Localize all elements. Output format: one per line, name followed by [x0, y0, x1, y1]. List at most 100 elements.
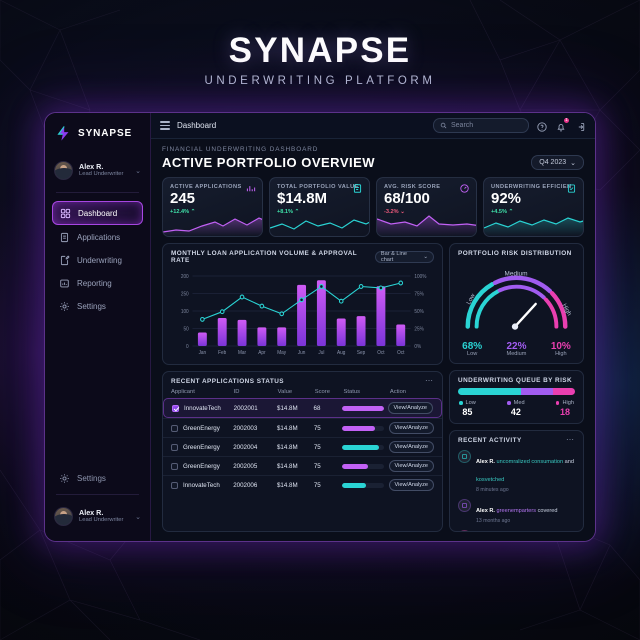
gauge-stat-low: 68% Low [462, 341, 482, 357]
recent-applications-table-card: RECENT APPLICATIONS STATUS ⋯ Applicant I… [162, 371, 443, 532]
queue-title: UNDERWRITING QUEUE BY RISK [458, 377, 573, 384]
left-column: MONTHLY LOAN APPLICATION VOLUME & APPROV… [162, 243, 443, 532]
cell-value: $14.8M [276, 481, 298, 489]
hero-title: SYNAPSE [228, 31, 412, 70]
activity-text: Alex R. uncomralized consumation and kos… [476, 459, 574, 483]
kpi-card-active-applications[interactable]: ACTIVE APPLICATIONS 245 +12.4% ⌃ [162, 177, 263, 237]
gauge-title: PORTFOLIO RISK DISTRIBUTION [458, 250, 572, 257]
svg-text:50: 50 [183, 326, 189, 332]
table-column-headers: Applicant ID Value Score Status Action [163, 387, 442, 398]
ellipsis-icon[interactable]: ⋯ [425, 376, 434, 386]
sidebar-item-settings-bottom[interactable]: Settings [52, 467, 143, 489]
column-header-score: Score [314, 389, 330, 395]
cell-action: View/Analyze [388, 479, 434, 491]
activity-time: 13 months ago [476, 518, 511, 524]
sidebar: SYNAPSE Alex R. Lead Underwriter ⌄ Dashb… [45, 113, 151, 541]
kpi-card-total-portfolio-value[interactable]: TOTAL PORTFOLIO VALUE $14.8M +8.1% ⌃ [269, 177, 370, 237]
chart-box-icon [60, 279, 69, 287]
sidebar-profile-bottom[interactable]: Alex R. Lead Underwriter ⌄ [45, 500, 150, 533]
sidebar-item-label: Applications [77, 232, 121, 242]
page-kicker: FINANCIAL UNDERWRITING DASHBOARD [162, 146, 319, 153]
page-title: ACTIVE PORTFOLIO OVERVIEW [162, 155, 376, 170]
sidebar-item-underwriting[interactable]: Underwriting [52, 249, 143, 271]
applicant-name: InnovateTech [183, 481, 220, 489]
kpi-delta: -3.2% ⌄ [384, 208, 405, 215]
applicant-name: GreenEnergy [183, 462, 220, 470]
table-row[interactable]: InnovateTech 2002001 $14.8M 68 View/Analyze [163, 398, 442, 418]
sidebar-item-applications[interactable]: Applications [52, 226, 143, 248]
cell-applicant: GreenEnergy [171, 443, 233, 451]
cell-score: 68 [313, 404, 321, 412]
cell-id: 2002004 [233, 443, 258, 451]
kpi-label: AVG. RISK SCORE [384, 184, 441, 190]
gauge-stat-value: 68% [462, 341, 483, 352]
help-circle-icon[interactable] [536, 120, 548, 132]
brand-logo[interactable]: SYNAPSE [45, 125, 150, 154]
hamburger-icon[interactable] [160, 121, 170, 130]
kpi-row: ACTIVE APPLICATIONS 245 +12.4% ⌃ TOTAL P… [162, 177, 584, 237]
cell-id: 2002006 [233, 481, 258, 489]
activity-item[interactable]: Alex R. immmvaters opened2 minutes ago [450, 526, 583, 531]
activity-item[interactable]: Alex R. uncomralized consumation and kos… [450, 446, 583, 495]
queue-value: 42 [510, 407, 521, 417]
kpi-delta: +8.1% ⌃ [277, 208, 300, 215]
cell-status [341, 405, 388, 411]
queue-item-high: High 18 [555, 400, 574, 417]
table-row[interactable]: GreenEnergy 2002004 $14.8M 75 View/Analyze [163, 437, 442, 456]
cell-value: $14.8M [276, 424, 298, 432]
svg-text:Jul: Jul [318, 350, 324, 356]
topbar-title: Dashboard [177, 121, 217, 130]
view-analyze-button[interactable]: View/Analyze [387, 402, 433, 414]
sidebar-item-settings[interactable]: Settings [52, 295, 143, 317]
view-analyze-button[interactable]: View/Analyze [388, 479, 434, 491]
row-checkbox[interactable] [171, 443, 178, 451]
kpi-delta: +4.5% ⌃ [491, 208, 514, 215]
kpi-card-underwriting-efficiency[interactable]: UNDERWRITING EFFICIEN 92% +4.5% ⌃ [483, 177, 584, 237]
recent-activity-card: RECENT ACTIVITY ⋯ Alex R. uncomralized c… [449, 430, 584, 532]
kpi-value: $14.8M [277, 190, 328, 207]
status-bar [341, 405, 384, 411]
sidebar-divider [56, 192, 139, 193]
activity-item[interactable]: Alex R. greenemparters covered 13 months … [450, 495, 583, 526]
file-icon [353, 184, 362, 193]
queue-label: High [562, 400, 574, 406]
chart-type-selector[interactable]: Bar & Line chart ⌄ [374, 251, 434, 263]
queue-bar-med [521, 388, 553, 395]
row-checkbox[interactable] [171, 481, 178, 489]
queue-value: 85 [462, 407, 473, 417]
row-checkbox[interactable] [171, 462, 178, 470]
gauge-label-low: Low [465, 292, 477, 306]
cell-applicant: InnovateTech [172, 404, 234, 412]
activity-word: and [564, 459, 574, 465]
view-analyze-button[interactable]: View/Analyze [388, 422, 434, 434]
risk-gauge: Medium Low High 68% Low 22% [450, 259, 583, 363]
table-row[interactable]: InnovateTech 2002006 $14.8M 75 View/Analyze [163, 475, 442, 494]
table-row[interactable]: GreenEnergy 2002005 $14.8M 75 View/Analyze [163, 456, 442, 475]
search-input[interactable]: Search [433, 118, 529, 133]
chart-plot-area: 200 100% 250 75% 100 50% 50 25% 0 0% Jan Feb Mar Apr M… [163, 266, 442, 364]
bell-icon[interactable]: 1 [555, 116, 570, 132]
view-analyze-button[interactable]: View/Analyze [388, 460, 434, 472]
kpi-card-avg-risk-score[interactable]: AVG. RISK SCORE 68/100 -3.2% ⌄ [376, 177, 477, 237]
hero-subtitle: UNDERWRITING PLATFORM [204, 75, 436, 87]
activity-user: Alex R. [476, 459, 495, 465]
sidebar-item-label: Dashboard [78, 208, 118, 218]
row-checkbox[interactable] [171, 424, 178, 432]
monthly-volume-chart-card: MONTHLY LOAN APPLICATION VOLUME & APPROV… [162, 243, 443, 365]
sidebar-profile-top[interactable]: Alex R. Lead Underwriter ⌄ [45, 154, 150, 187]
sidebar-item-reporting[interactable]: Reporting [52, 272, 143, 294]
gauge-arcs: Medium Low High [465, 270, 573, 330]
ellipsis-icon[interactable]: ⋯ [566, 435, 575, 445]
avatar [54, 507, 73, 526]
activity-avatar-icon [458, 530, 471, 531]
view-analyze-button[interactable]: View/Analyze [388, 441, 434, 453]
profile-role: Lead Underwriter [79, 517, 124, 524]
search-icon [440, 122, 447, 129]
activity-text: Alex R. greenemparters covered [476, 508, 558, 514]
sidebar-item-dashboard[interactable]: Dashboard [52, 201, 143, 225]
row-checkbox[interactable] [172, 404, 179, 412]
table-row[interactable]: GreenEnergy 2002003 $14.8M 75 View/Analyze [163, 418, 442, 437]
logout-icon[interactable] [574, 120, 586, 132]
kpi-delta: +12.4% ⌃ [170, 208, 196, 215]
period-selector[interactable]: Q4 2023 ⌄ [531, 155, 584, 170]
